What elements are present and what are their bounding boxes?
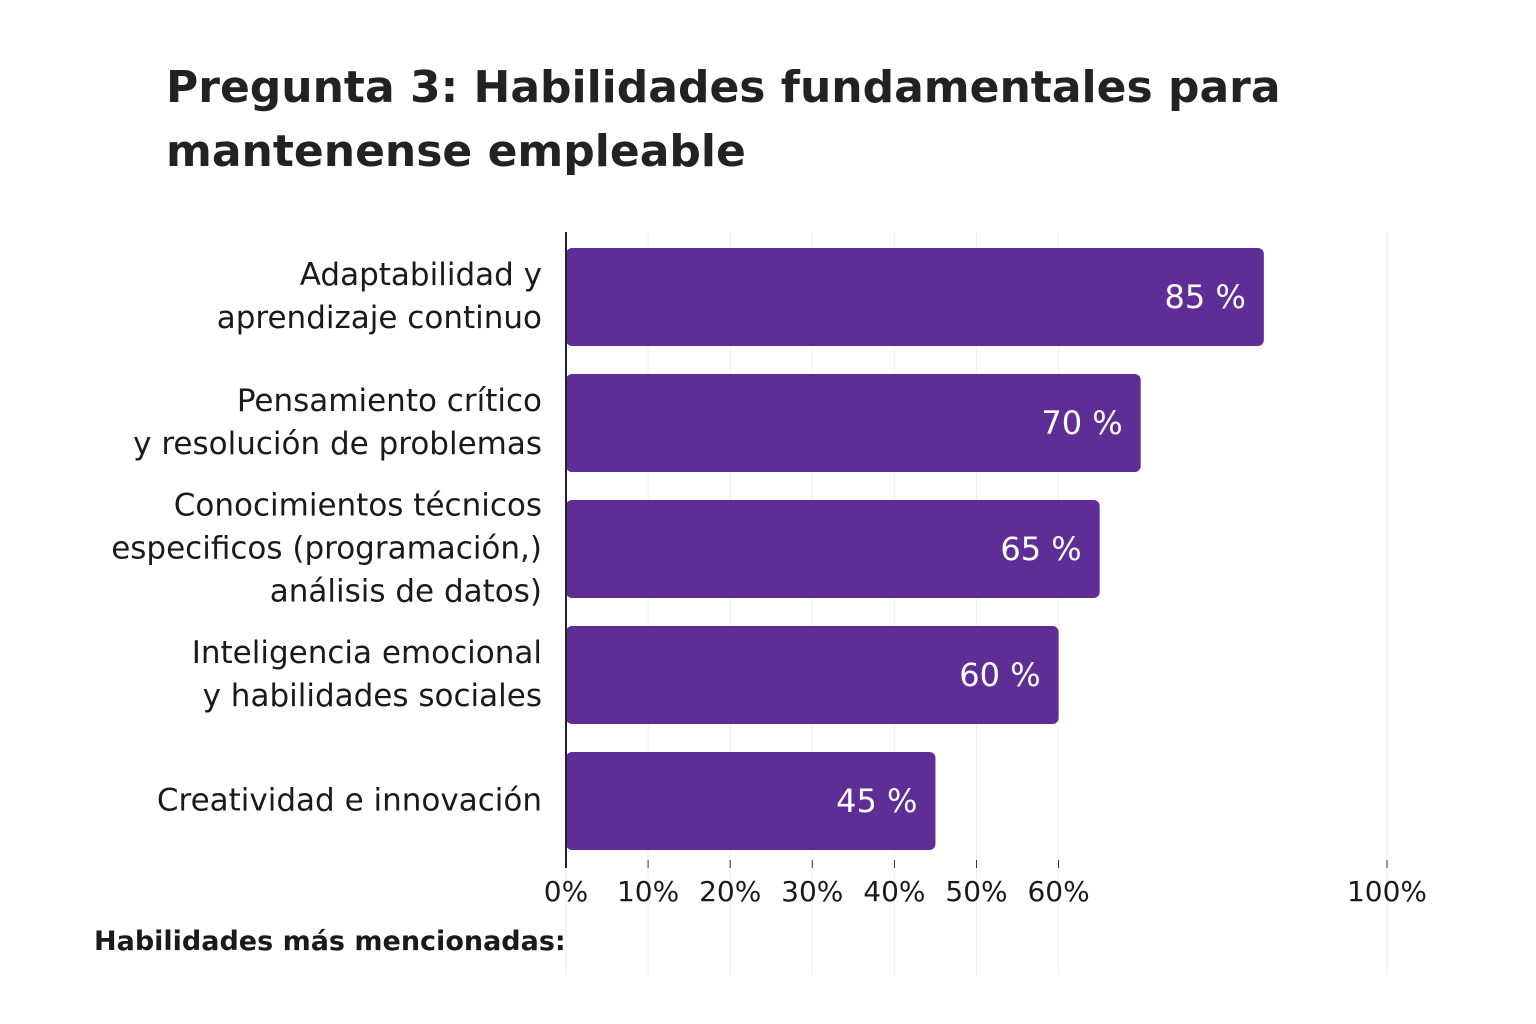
x-tick-label: 30% xyxy=(781,875,843,908)
category-label: Pensamiento crítico y resolución de prob… xyxy=(133,383,542,462)
x-tick-label: 10% xyxy=(617,875,679,908)
x-tick-label: 60% xyxy=(1027,875,1089,908)
value-label: 65 % xyxy=(1000,530,1081,568)
x-tick-label: 50% xyxy=(945,875,1007,908)
category-label: Inteligencia emocional y habilidades soc… xyxy=(191,635,542,714)
bar xyxy=(566,248,1264,346)
x-tick-label: 0% xyxy=(544,875,588,908)
category-label: Conocimientos técnicos especificos (prog… xyxy=(111,487,542,610)
chart-title: Pregunta 3: Habilidades fundamentales pa… xyxy=(166,62,1281,177)
x-tick-label: 40% xyxy=(863,875,925,908)
x-tick-label: 100% xyxy=(1347,875,1427,908)
value-label: 70 % xyxy=(1041,404,1122,442)
category-label: Adaptabilidad y aprendizaje continuo xyxy=(216,257,542,336)
category-label: Creatividad e innovación xyxy=(156,782,542,819)
x-tick-label: 20% xyxy=(699,875,761,908)
bar xyxy=(566,752,936,850)
bar xyxy=(566,626,1059,724)
bar xyxy=(566,374,1141,472)
annotation: Habilidades más mencionadas: xyxy=(94,926,566,957)
value-label: 85 % xyxy=(1165,278,1246,316)
value-label: 45 % xyxy=(836,782,917,820)
bar xyxy=(566,500,1100,598)
value-label: 60 % xyxy=(959,656,1040,694)
